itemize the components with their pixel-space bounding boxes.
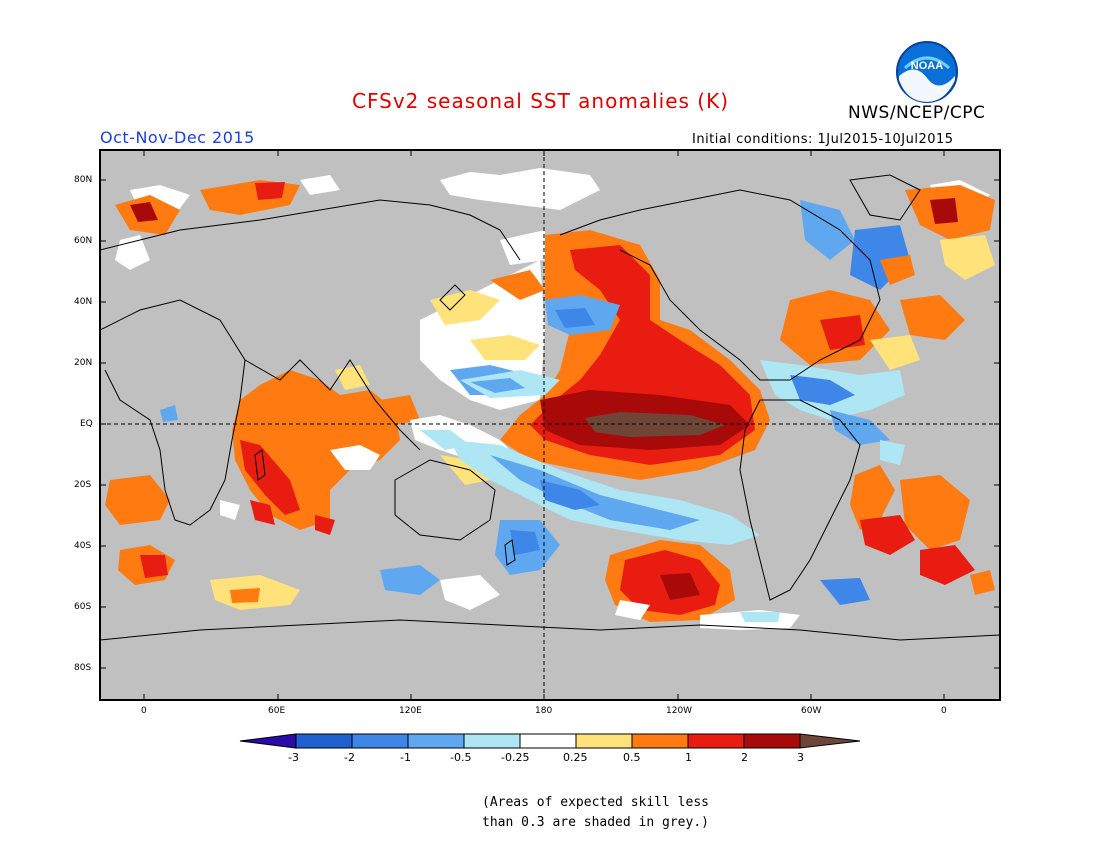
noaa-logo-text: NOAA	[911, 60, 943, 72]
coastlines	[100, 174, 1000, 641]
lon-label: 0	[941, 706, 947, 716]
lat-label: 80N	[74, 175, 93, 185]
lat-label: 60N	[74, 236, 93, 246]
colorbar-bin	[575, 733, 633, 749]
lat-label: 20S	[74, 480, 92, 490]
lon-label: 180	[535, 706, 553, 716]
lat-label: 40S	[74, 541, 92, 551]
lon-label: 0	[141, 706, 147, 716]
colorbar-label: -2	[344, 751, 355, 764]
lat-label: EQ	[80, 419, 93, 429]
colorbar-label: -3	[288, 751, 299, 764]
lat-label: 40N	[74, 297, 93, 307]
colorbar-label: 3	[797, 751, 804, 764]
lat-label: 20N	[74, 358, 93, 368]
season-label: Oct-Nov-Dec 2015	[100, 128, 255, 147]
lat-label: 80S	[74, 663, 92, 673]
colorbar-label: 1	[685, 751, 692, 764]
lon-ticks	[143, 150, 945, 700]
skill-footnote-line1: (Areas of expected skill less	[482, 795, 709, 810]
noaa-logo: NOAA	[896, 41, 958, 103]
colorbar-label: -1	[400, 751, 411, 764]
south-pacific-anomalies	[440, 440, 760, 610]
skill-footnote-line2: than 0.3 are shaded in grey.)	[482, 815, 709, 830]
colorbar-bin	[463, 733, 521, 749]
colorbar-bin	[631, 733, 689, 749]
el-nino-warm-tongue	[500, 230, 770, 480]
colorbar-label: -0.25	[501, 751, 530, 764]
colorbar-label: 2	[741, 751, 748, 764]
colorbar-bin	[743, 733, 801, 749]
colorbar	[239, 733, 861, 749]
colorbar-bin	[519, 733, 577, 749]
colorbar-bin	[687, 733, 745, 749]
south-pacific-warm-blob	[605, 540, 800, 630]
chart-title: CFSv2 seasonal SST anomalies (K)	[352, 89, 729, 113]
indian-ocean-anomalies	[160, 365, 420, 535]
colorbar-label: -0.5	[450, 751, 472, 764]
lon-label: 60W	[801, 706, 822, 716]
colorbar-bin	[295, 733, 353, 749]
organization-label: NWS/NCEP/CPC	[848, 103, 986, 123]
north-atlantic-anomalies	[115, 180, 995, 370]
colorbar-bin	[407, 733, 465, 749]
initial-conditions-label: Initial conditions: 1Jul2015-10Jul2015	[692, 132, 954, 147]
north-pacific-anomalies	[460, 295, 620, 398]
tropical-atlantic-anomalies	[760, 360, 905, 445]
lon-label: 120W	[666, 706, 693, 716]
lon-label: 60E	[268, 706, 286, 716]
colorbar-max-arrow	[799, 733, 861, 749]
skill-footnote: (Areas of expected skill less than 0.3 a…	[482, 793, 709, 833]
lon-label: 120E	[399, 706, 422, 716]
lat-ticks	[100, 179, 1000, 669]
colorbar-min-arrow	[239, 733, 297, 749]
lat-label: 60S	[74, 602, 92, 612]
colorbar-label: 0.5	[623, 751, 641, 764]
map-frame	[99, 149, 1001, 701]
colorbar-bin	[351, 733, 409, 749]
south-atlantic-anomalies	[105, 440, 995, 610]
colorbar-label: 0.25	[563, 751, 588, 764]
